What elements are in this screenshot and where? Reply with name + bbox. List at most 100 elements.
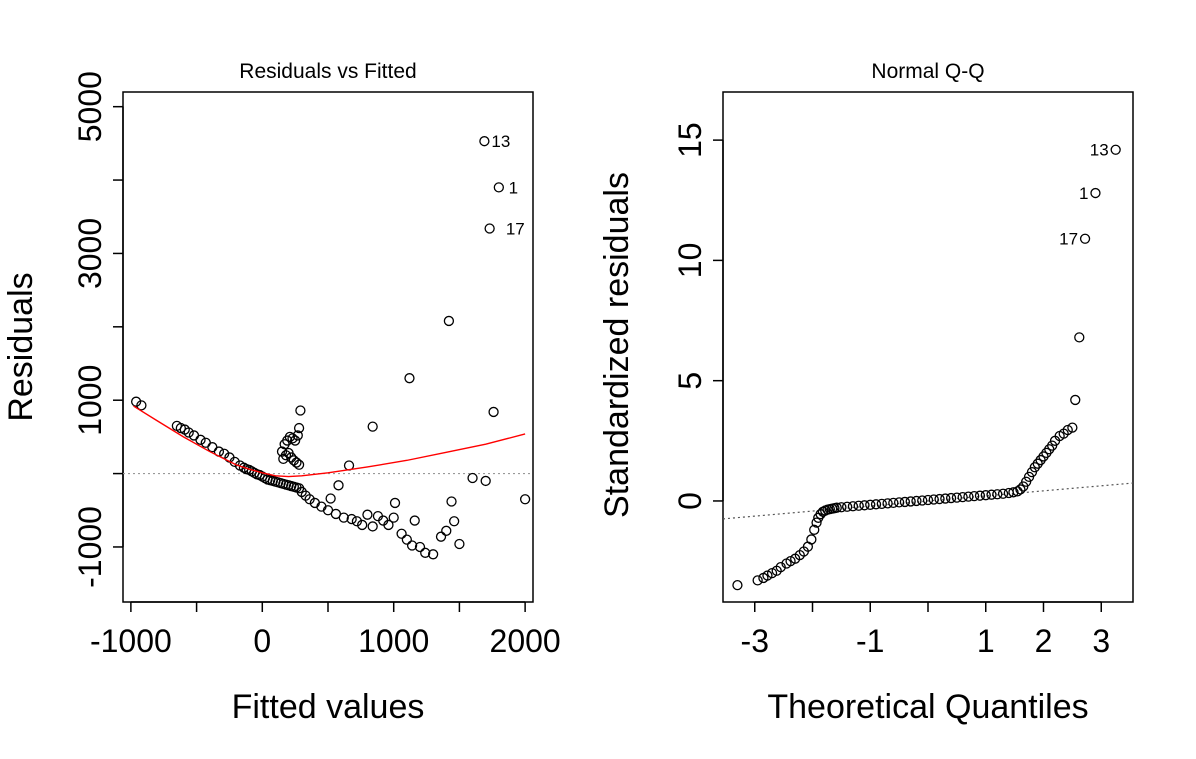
data-point bbox=[207, 442, 218, 453]
data-point bbox=[401, 534, 412, 545]
data-point bbox=[870, 499, 882, 510]
x-tick-label: -1000 bbox=[90, 623, 172, 659]
data-point bbox=[333, 480, 344, 491]
data-point bbox=[479, 136, 490, 147]
lowess-smoother-line bbox=[133, 405, 526, 478]
data-point bbox=[488, 406, 499, 418]
data-point bbox=[957, 491, 968, 503]
plot-frame bbox=[122, 91, 534, 603]
data-point bbox=[293, 422, 305, 434]
data-point bbox=[467, 472, 478, 484]
y-tick-label: 3000 bbox=[72, 218, 108, 289]
residuals-vs-fitted-panel: Residuals vs Fitted Fitted values Residu… bbox=[2, 60, 561, 726]
data-point bbox=[969, 491, 980, 502]
data-point bbox=[809, 524, 820, 535]
data-point bbox=[836, 502, 847, 513]
data-point bbox=[899, 496, 911, 508]
data-point bbox=[130, 396, 142, 407]
chart-title: Normal Q-Q bbox=[871, 60, 984, 83]
data-point bbox=[934, 493, 945, 505]
data-point bbox=[357, 519, 368, 531]
data-point bbox=[888, 497, 899, 509]
data-point bbox=[806, 534, 817, 545]
data-point bbox=[441, 525, 452, 536]
data-point bbox=[346, 513, 357, 525]
data-point bbox=[1067, 422, 1078, 433]
data-point bbox=[519, 494, 531, 505]
data-point bbox=[876, 498, 887, 509]
x-tick-label: -3 bbox=[741, 623, 769, 659]
data-point bbox=[454, 538, 465, 550]
y-tick-label: 0 bbox=[672, 492, 708, 510]
data-point bbox=[389, 497, 401, 509]
data-point bbox=[284, 431, 296, 443]
x-tick-label: 0 bbox=[253, 623, 271, 659]
data-point bbox=[911, 495, 922, 507]
data-point bbox=[480, 475, 491, 487]
data-point bbox=[136, 400, 147, 411]
y-axis-title: Residuals bbox=[2, 272, 40, 421]
chart-title: Residuals vs Fitted bbox=[239, 60, 416, 83]
data-point bbox=[446, 496, 457, 507]
data-point bbox=[351, 516, 363, 527]
data-point bbox=[1074, 332, 1085, 343]
data-point bbox=[811, 517, 822, 528]
data-point bbox=[295, 405, 306, 416]
data-point bbox=[404, 373, 415, 384]
data-point bbox=[997, 488, 1009, 499]
data-point bbox=[254, 469, 265, 481]
data-point bbox=[882, 498, 893, 509]
data-point bbox=[383, 519, 394, 531]
data-point bbox=[865, 499, 876, 510]
data-point bbox=[974, 490, 986, 501]
data-point bbox=[917, 495, 928, 506]
data-point bbox=[449, 516, 460, 527]
data-point bbox=[443, 315, 455, 327]
data-point bbox=[304, 494, 315, 505]
y-tick-label: 10 bbox=[672, 243, 708, 279]
data-point bbox=[1090, 187, 1101, 199]
data-point bbox=[905, 496, 916, 507]
data-point bbox=[775, 561, 786, 573]
data-point bbox=[842, 501, 853, 512]
data-point bbox=[853, 500, 864, 511]
plot-frame bbox=[722, 91, 1134, 603]
data-point bbox=[817, 506, 829, 517]
y-axis-title: Standardized residuals bbox=[598, 172, 636, 518]
data-point bbox=[287, 433, 298, 444]
data-point bbox=[922, 494, 934, 506]
data-point bbox=[1110, 144, 1121, 155]
outlier-label: 13 bbox=[1090, 141, 1109, 160]
data-point bbox=[945, 492, 957, 504]
x-tick-label: 1 bbox=[977, 623, 995, 659]
y-tick-label: 5 bbox=[672, 372, 708, 390]
data-point bbox=[388, 512, 399, 523]
data-point bbox=[831, 502, 842, 513]
data-point bbox=[493, 182, 504, 193]
y-tick-label: 15 bbox=[672, 122, 708, 158]
data-point bbox=[420, 547, 431, 558]
x-axis-title: Fitted values bbox=[232, 688, 425, 726]
outlier-label: 13 bbox=[491, 132, 510, 151]
data-point bbox=[338, 512, 349, 523]
x-axis-title: Theoretical Quantiles bbox=[767, 688, 1088, 726]
outlier-label: 1 bbox=[1079, 184, 1088, 203]
data-point bbox=[293, 459, 305, 470]
data-point bbox=[859, 500, 870, 511]
data-point bbox=[847, 501, 859, 512]
data-point bbox=[286, 452, 297, 463]
data-point bbox=[484, 223, 495, 234]
x-tick-label: 1000 bbox=[358, 623, 429, 659]
data-point bbox=[289, 435, 301, 446]
data-point bbox=[414, 541, 426, 553]
data-point bbox=[1035, 454, 1046, 466]
data-point bbox=[367, 421, 378, 432]
data-point bbox=[292, 430, 303, 441]
data-point bbox=[291, 457, 302, 468]
y-tick-label: 5000 bbox=[72, 71, 108, 142]
data-point bbox=[928, 494, 939, 505]
data-point bbox=[986, 489, 997, 500]
qq-reference-line bbox=[722, 482, 1134, 520]
data-point bbox=[396, 528, 407, 539]
